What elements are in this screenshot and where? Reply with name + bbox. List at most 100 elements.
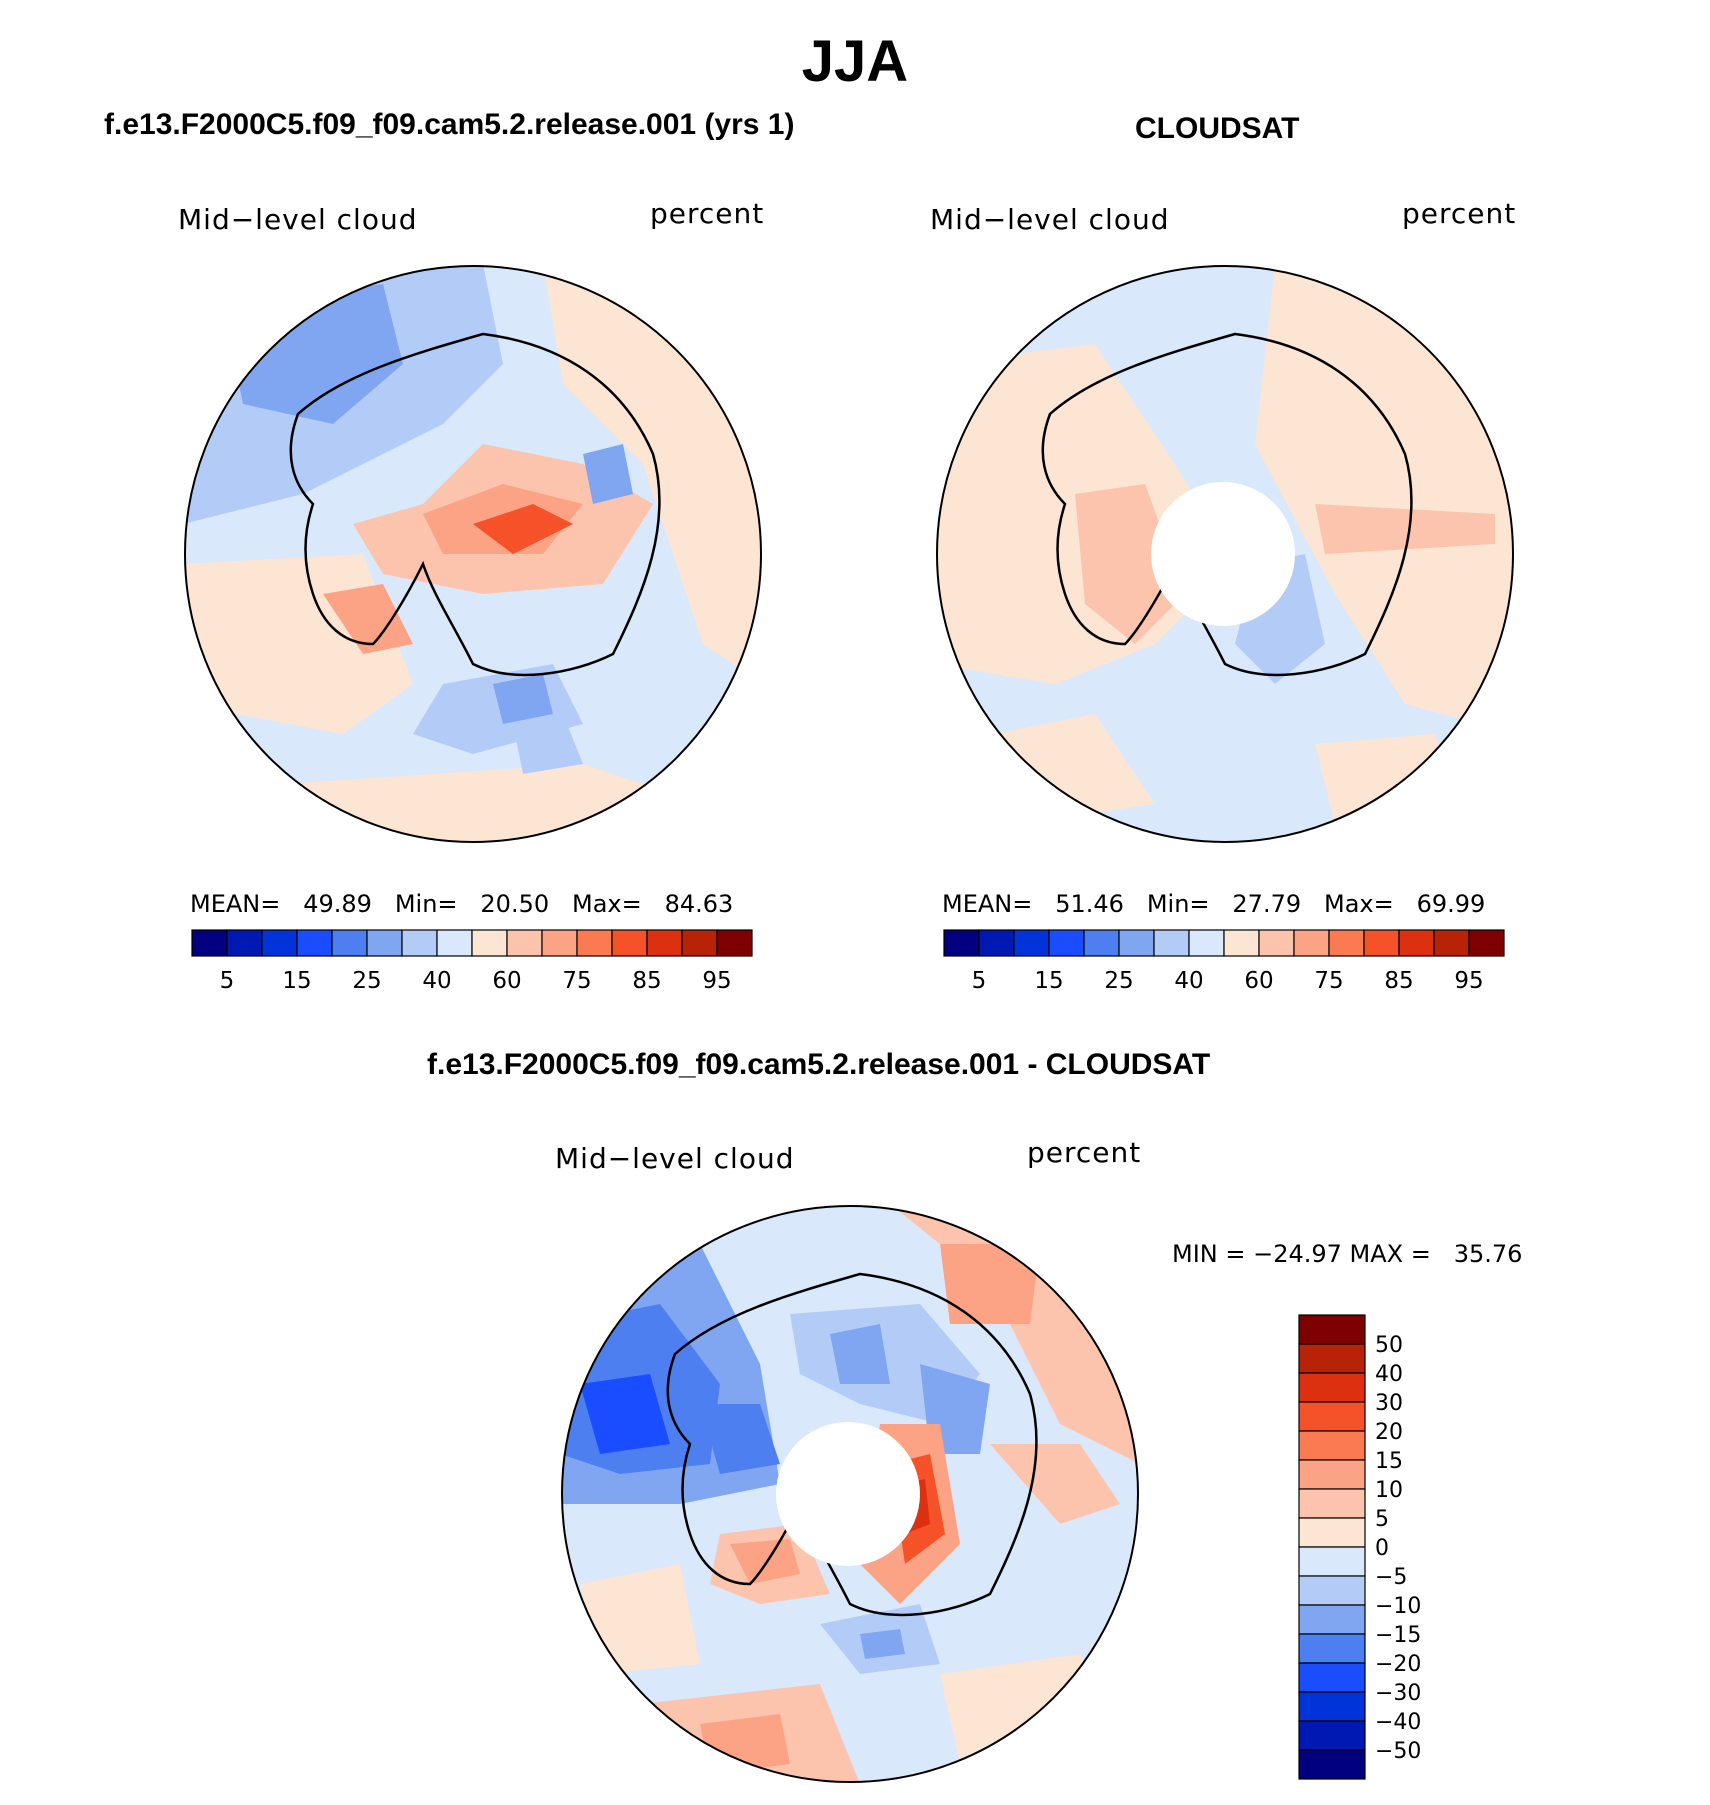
obs-colorbar-label: 60 xyxy=(1244,968,1273,994)
model-colorbar-swatch xyxy=(296,929,333,957)
model-colorbar-swatch xyxy=(331,929,368,957)
obs-stats: MEAN= 51.46 Min= 27.79 Max= 69.99 xyxy=(942,890,1486,918)
obs-colorbar-swatch xyxy=(1013,929,1050,957)
obs-colorbar-label: 75 xyxy=(1314,968,1343,994)
diff-colorbar-swatch xyxy=(1298,1488,1366,1519)
diff-colorbar-swatch xyxy=(1298,1517,1366,1548)
model-units-label: percent xyxy=(650,197,765,230)
diff-colorbar-swatch xyxy=(1298,1343,1366,1374)
model-colorbar-swatch xyxy=(681,929,718,957)
model-colorbar-swatch xyxy=(261,929,298,957)
model-stats: MEAN= 49.89 Min= 20.50 Max= 84.63 xyxy=(190,890,734,918)
model-colorbar-swatch xyxy=(226,929,263,957)
obs-colorbar-swatch xyxy=(1363,929,1400,957)
model-colorbar-swatch xyxy=(611,929,648,957)
diff-colorbar-swatch xyxy=(1298,1691,1366,1722)
obs-colorbar-swatch xyxy=(1048,929,1085,957)
diff-colorbar-label: −15 xyxy=(1375,1623,1421,1648)
obs-colorbar-swatch xyxy=(1468,929,1505,957)
model-colorbar-label: 25 xyxy=(352,968,381,994)
model-colorbar-label: 95 xyxy=(702,968,731,994)
obs-colorbar-swatch xyxy=(1398,929,1435,957)
diff-colorbar-swatch xyxy=(1298,1633,1366,1664)
model-antarctica-coastline xyxy=(289,332,661,677)
diff-colorbar-swatch xyxy=(1298,1314,1366,1345)
diff-colorbar-label: 15 xyxy=(1375,1449,1403,1474)
model-polar-map xyxy=(184,265,762,843)
model-colorbar-label: 15 xyxy=(282,968,311,994)
obs-colorbar-swatch xyxy=(1258,929,1295,957)
diff-colorbar-label: −10 xyxy=(1375,1594,1421,1619)
diff-colorbar-swatch xyxy=(1298,1401,1366,1432)
obs-panel-heading: CLOUDSAT xyxy=(1135,112,1300,145)
obs-colorbar-swatch xyxy=(1223,929,1260,957)
diff-pole-hole xyxy=(776,1422,920,1566)
obs-colorbar-label: 25 xyxy=(1104,968,1133,994)
obs-colorbar-swatch xyxy=(1153,929,1190,957)
model-colorbar-label: 75 xyxy=(562,968,591,994)
obs-map-boundary xyxy=(936,265,1514,843)
diff-colorbar-label: 5 xyxy=(1375,1507,1389,1532)
obs-colorbar-label: 5 xyxy=(972,968,987,994)
model-colorbar: 5 15 25 40 60 75 85 95 xyxy=(191,929,753,994)
obs-colorbar: 5 15 25 40 60 75 85 95 xyxy=(943,929,1505,994)
model-variable-label: Mid−level cloud xyxy=(178,203,418,236)
diff-colorbar-label: −50 xyxy=(1375,1739,1421,1764)
diff-colorbar-swatch xyxy=(1298,1546,1366,1577)
diff-colorbar-label: 40 xyxy=(1375,1362,1403,1387)
obs-colorbar-swatch xyxy=(1328,929,1365,957)
obs-colorbar-label: 85 xyxy=(1384,968,1413,994)
diff-colorbar-swatch xyxy=(1298,1604,1366,1635)
obs-polar-map xyxy=(936,265,1514,843)
obs-variable-label: Mid−level cloud xyxy=(930,203,1170,236)
diff-colorbar-swatch xyxy=(1298,1459,1366,1490)
diff-colorbar-label: 0 xyxy=(1375,1536,1389,1561)
diff-panel-heading: f.e13.F2000C5.f09_f09.cam5.2.release.001… xyxy=(427,1048,1211,1081)
diff-colorbar-label: −5 xyxy=(1375,1565,1407,1590)
diff-map-boundary xyxy=(561,1205,1139,1783)
figure-title: JJA xyxy=(801,29,909,94)
obs-colorbar-swatch xyxy=(1433,929,1470,957)
diff-colorbar-label: 50 xyxy=(1375,1333,1403,1358)
diff-polar-map xyxy=(561,1205,1139,1783)
obs-colorbar-label: 95 xyxy=(1454,968,1483,994)
diff-colorbar-label: −20 xyxy=(1375,1652,1421,1677)
diff-colorbar-label: −40 xyxy=(1375,1710,1421,1735)
obs-units-label: percent xyxy=(1402,197,1517,230)
diff-colorbar-swatch xyxy=(1298,1662,1366,1693)
diff-antarctica-coastline xyxy=(666,1272,1038,1617)
model-map-boundary xyxy=(184,265,762,843)
model-colorbar-swatch xyxy=(191,929,228,957)
obs-colorbar-label: 15 xyxy=(1034,968,1063,994)
model-colorbar-swatch xyxy=(366,929,403,957)
model-colorbar-swatch xyxy=(646,929,683,957)
obs-colorbar-swatch xyxy=(1083,929,1120,957)
obs-colorbar-swatch xyxy=(978,929,1015,957)
obs-colorbar-swatch xyxy=(1293,929,1330,957)
diff-colorbar-label: 20 xyxy=(1375,1420,1403,1445)
obs-colorbar-swatch xyxy=(943,929,980,957)
model-colorbar-label: 5 xyxy=(220,968,235,994)
diff-units-label: percent xyxy=(1027,1136,1142,1169)
obs-colorbar-label: 40 xyxy=(1174,968,1203,994)
obs-colorbar-swatch xyxy=(1118,929,1155,957)
diff-colorbar-swatch xyxy=(1298,1575,1366,1606)
model-colorbar-swatch xyxy=(576,929,613,957)
model-colorbar-swatch xyxy=(401,929,438,957)
diff-colorbar-label: 30 xyxy=(1375,1391,1403,1416)
model-colorbar-swatch xyxy=(471,929,508,957)
diff-colorbar-swatch xyxy=(1298,1720,1366,1751)
model-colorbar-label: 85 xyxy=(632,968,661,994)
obs-pole-hole xyxy=(1151,482,1295,626)
model-panel-heading: f.e13.F2000C5.f09_f09.cam5.2.release.001… xyxy=(104,108,795,141)
obs-antarctica-coastline xyxy=(1041,332,1413,677)
diff-colorbar-swatch xyxy=(1298,1749,1366,1780)
diff-minmax: MIN = −24.97 MAX = 35.76 xyxy=(1172,1240,1523,1268)
model-colorbar-swatch xyxy=(716,929,753,957)
obs-colorbar-swatch xyxy=(1188,929,1225,957)
model-colorbar-swatch xyxy=(506,929,543,957)
diff-variable-label: Mid−level cloud xyxy=(555,1142,795,1175)
diff-colorbar-label: −30 xyxy=(1375,1681,1421,1706)
model-colorbar-label: 60 xyxy=(492,968,521,994)
